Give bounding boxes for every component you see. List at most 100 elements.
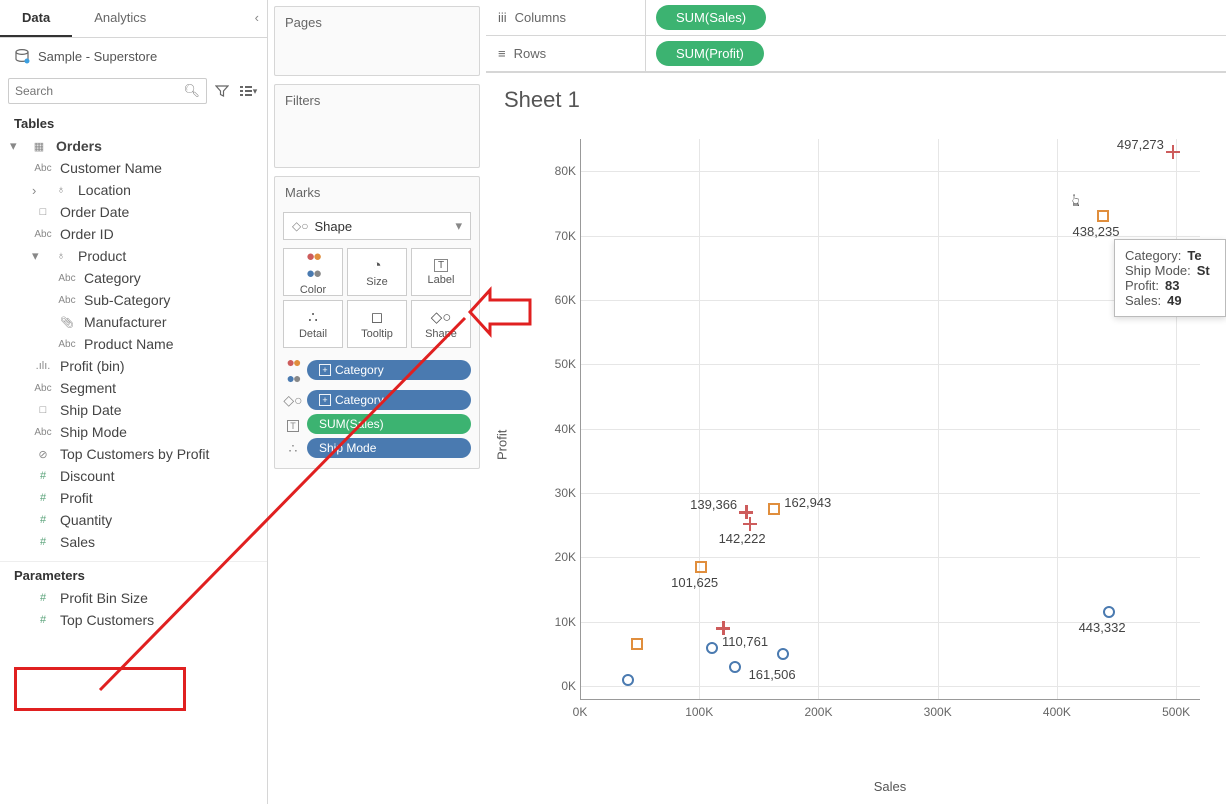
data-point[interactable]: 110,761 <box>706 642 718 654</box>
data-point[interactable] <box>631 638 643 650</box>
field-customer-name[interactable]: AbcCustomer Name <box>4 157 263 179</box>
tooltip-row: Sales:49 <box>1125 293 1215 308</box>
tooltip-row: Category:Te <box>1125 248 1215 263</box>
view-menu-icon[interactable]: ▾ <box>237 80 259 102</box>
sheet-title[interactable]: Sheet 1 <box>504 87 580 113</box>
search-row: 🔍︎ ▾ <box>0 74 267 108</box>
field-profit-bin[interactable]: .ılı.Profit (bin) <box>4 355 263 377</box>
point-label: 101,625 <box>671 575 718 590</box>
columns-label: Columns <box>515 10 566 25</box>
pages-card[interactable]: Pages <box>274 6 480 76</box>
field-manufacturer[interactable]: 📎︎Manufacturer <box>4 311 263 333</box>
abc-icon: Abc <box>32 383 54 394</box>
data-point[interactable]: 162,943 <box>768 503 780 515</box>
datasource-row[interactable]: Sample - Superstore <box>0 38 267 74</box>
pill[interactable]: +Category <box>307 360 471 380</box>
circle-marker <box>729 661 741 673</box>
x-tick: 200K <box>804 705 832 719</box>
filters-card[interactable]: Filters <box>274 84 480 168</box>
columns-shelf[interactable]: iiiColumns SUM(Sales) <box>486 0 1226 36</box>
table-orders[interactable]: ▾▦Orders <box>4 135 263 157</box>
search-input[interactable] <box>15 84 183 98</box>
pill-label: Category <box>335 363 384 377</box>
tooltip-key: Profit: <box>1125 278 1159 293</box>
field-category[interactable]: AbcCategory <box>4 267 263 289</box>
field-product-name[interactable]: AbcProduct Name <box>4 333 263 355</box>
rows-pill[interactable]: SUM(Profit) <box>656 41 764 66</box>
data-point[interactable]: 443,332 <box>1103 606 1115 618</box>
field-ship-date[interactable]: □Ship Date <box>4 399 263 421</box>
tab-data[interactable]: Data <box>0 0 72 37</box>
marks-title: Marks <box>275 177 479 208</box>
expand-icon[interactable]: › <box>32 183 44 198</box>
tooltip-val: Te <box>1187 248 1201 263</box>
pill[interactable]: SUM(Sales) <box>307 414 471 434</box>
mark-color[interactable]: ●●●●Color <box>283 248 343 296</box>
plus-marker <box>1166 145 1180 159</box>
expand-icon[interactable]: ▾ <box>10 138 22 154</box>
x-tick: 500K <box>1162 705 1190 719</box>
hierarchy-icon: ♁ <box>50 184 72 196</box>
chart: Profit 0K100K200K300K400K500K0K10K20K30K… <box>508 129 1226 790</box>
x-tick: 0K <box>573 705 588 719</box>
columns-pill[interactable]: SUM(Sales) <box>656 5 766 30</box>
detail-icon: ∴ <box>308 308 318 326</box>
data-point[interactable]: 101,625 <box>695 561 707 573</box>
side-tabs: Data Analytics ‹ <box>0 0 267 38</box>
field-order-id[interactable]: AbcOrder ID <box>4 223 263 245</box>
collapse-pane-icon[interactable]: ‹ <box>247 0 267 37</box>
point-label: 497,273 <box>1117 137 1164 152</box>
mark-pill-row[interactable]: ◇○+Category <box>275 388 479 412</box>
x-tick: 400K <box>1043 705 1071 719</box>
y-tick: 70K <box>536 229 576 243</box>
x-tick: 300K <box>924 705 952 719</box>
rows-shelf[interactable]: ≡Rows SUM(Profit) <box>486 36 1226 72</box>
y-tick: 50K <box>536 357 576 371</box>
field-order-date[interactable]: □Order Date <box>4 201 263 223</box>
mark-pill-row[interactable]: TSUM(Sales) <box>275 412 479 436</box>
y-tick: 40K <box>536 422 576 436</box>
marks-card: Marks ◇○ Shape ▾ ●●●●Color ◔Size TLabel … <box>274 176 480 469</box>
field-tree: ▾▦Orders AbcCustomer Name ›♁Location □Or… <box>0 135 267 561</box>
field-discount[interactable]: #Discount <box>4 465 263 487</box>
field-sub-category[interactable]: AbcSub-Category <box>4 289 263 311</box>
data-point[interactable] <box>729 661 741 673</box>
field-segment[interactable]: AbcSegment <box>4 377 263 399</box>
bin-icon: .ılı. <box>32 360 54 372</box>
pill[interactable]: +Category <box>307 390 471 410</box>
mark-pill-row[interactable]: ●●●●+Category <box>275 352 479 388</box>
mark-type-dropdown[interactable]: ◇○ Shape ▾ <box>283 212 471 240</box>
field-sales[interactable]: #Sales <box>4 531 263 553</box>
field-profit[interactable]: #Profit <box>4 487 263 509</box>
field-location[interactable]: ›♁Location <box>4 179 263 201</box>
param-profit-bin-size[interactable]: #Profit Bin Size <box>4 587 263 609</box>
field-quantity[interactable]: #Quantity <box>4 509 263 531</box>
y-tick: 20K <box>536 550 576 564</box>
filter-icon[interactable] <box>211 80 233 102</box>
mark-pill-row[interactable]: ∴Ship Mode <box>275 436 479 460</box>
field-ship-mode[interactable]: AbcShip Mode <box>4 421 263 443</box>
pill[interactable]: Ship Mode <box>307 438 471 458</box>
tab-analytics[interactable]: Analytics <box>72 0 168 37</box>
data-point[interactable] <box>622 674 634 686</box>
search-input-wrap[interactable]: 🔍︎ <box>8 78 207 104</box>
data-point[interactable]: 497,273 <box>1166 145 1180 159</box>
data-point[interactable]: 142,222 <box>743 517 757 531</box>
expand-icon[interactable]: ▾ <box>32 248 44 264</box>
abc-icon: Abc <box>32 163 54 174</box>
date-icon: □ <box>32 206 54 218</box>
mark-size[interactable]: ◔Size <box>347 248 407 296</box>
chevron-down-icon: ▾ <box>455 218 462 234</box>
data-point[interactable] <box>777 648 789 660</box>
param-top-customers[interactable]: #Top Customers <box>4 609 263 631</box>
mark-shape[interactable]: ◇○Shape <box>411 300 471 348</box>
mark-label[interactable]: TLabel <box>411 248 471 296</box>
mark-detail[interactable]: ∴Detail <box>283 300 343 348</box>
field-top-customers-by-profit[interactable]: ⊘Top Customers by Profit <box>4 443 263 465</box>
point-label: 110,761 <box>722 634 768 649</box>
point-label: 142,222 <box>719 531 766 546</box>
data-point[interactable]: 438,235 <box>1097 210 1109 222</box>
field-product[interactable]: ▾♁Product <box>4 245 263 267</box>
mark-tooltip[interactable]: ◻Tooltip <box>347 300 407 348</box>
plot-area[interactable]: 0K100K200K300K400K500K0K10K20K30K40K50K6… <box>580 139 1200 699</box>
